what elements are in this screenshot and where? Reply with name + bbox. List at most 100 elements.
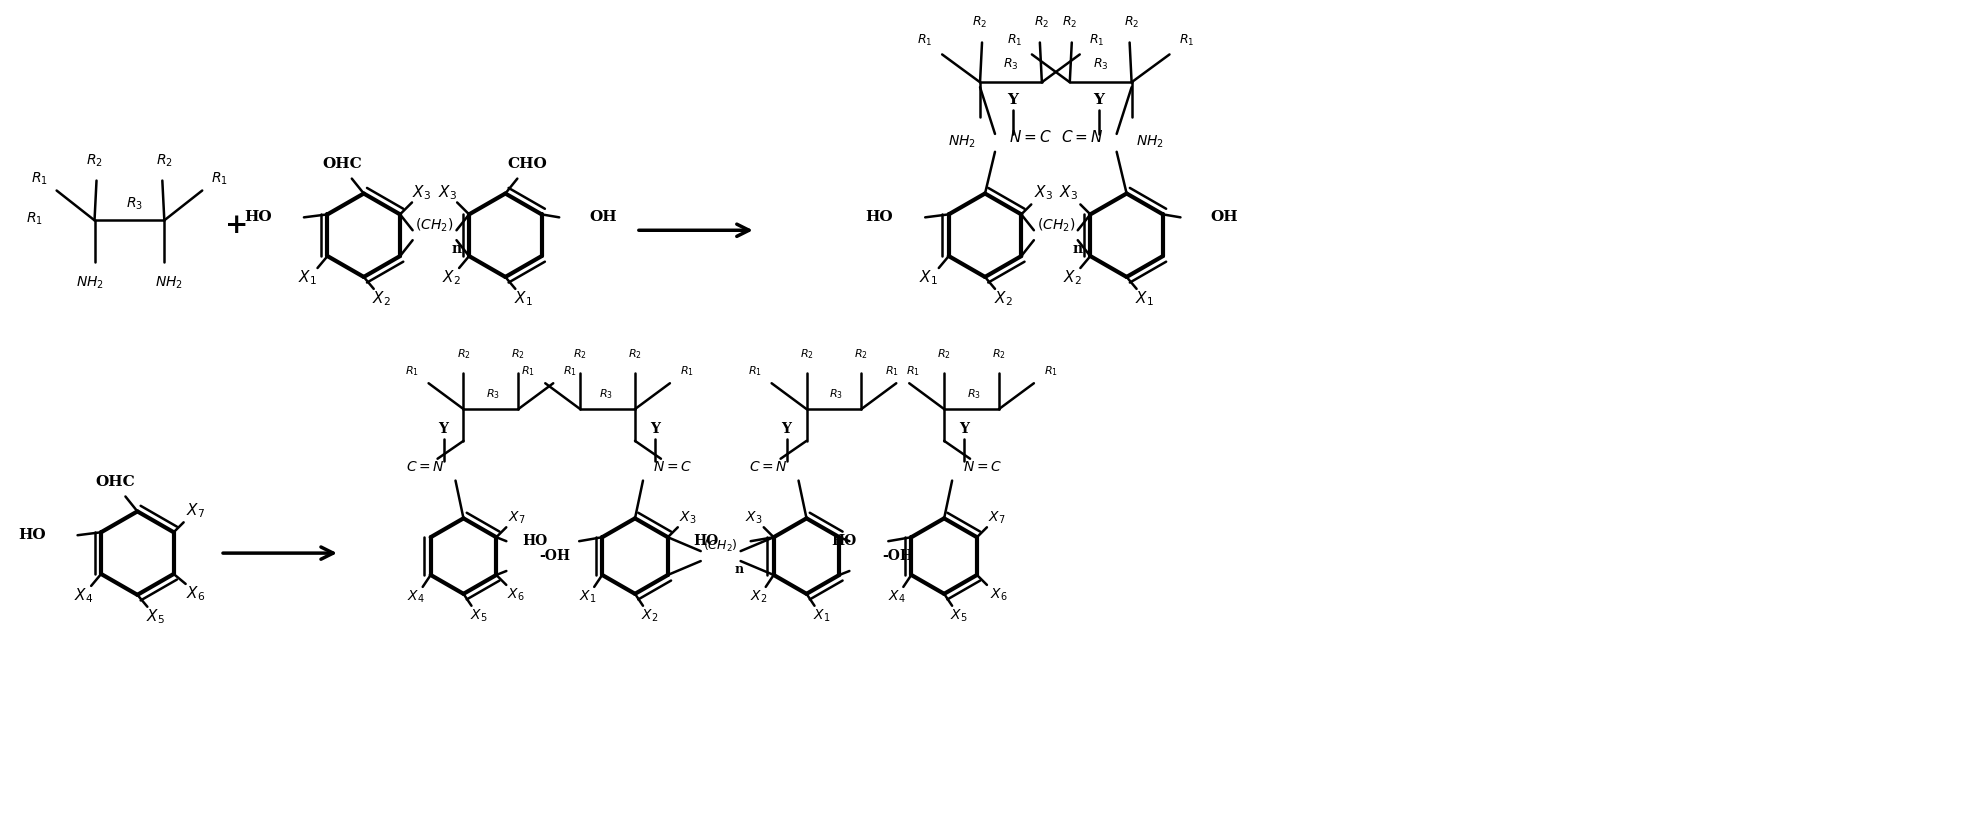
Text: $X_2$: $X_2$	[994, 289, 1012, 308]
Text: $X_6$: $X_6$	[508, 586, 526, 603]
Text: $NH_2$: $NH_2$	[75, 274, 103, 291]
Text: $X_1$: $X_1$	[514, 289, 532, 308]
Text: $X_5$: $X_5$	[470, 607, 486, 624]
Text: $R_1$: $R_1$	[210, 170, 228, 187]
Text: $R_1$: $R_1$	[1044, 364, 1058, 378]
Text: n: n	[734, 562, 742, 576]
Text: $R_2$: $R_2$	[1034, 15, 1050, 30]
Text: $R_1$: $R_1$	[1179, 33, 1195, 48]
Text: $R_1$: $R_1$	[917, 33, 933, 48]
Text: $X_4$: $X_4$	[73, 586, 93, 605]
Text: $X_2$: $X_2$	[750, 589, 768, 605]
Text: OH: OH	[590, 211, 617, 224]
Text: Y: Y	[782, 422, 792, 436]
Text: $X_5$: $X_5$	[147, 607, 165, 626]
Text: $NH_2$: $NH_2$	[949, 133, 977, 150]
Text: $R_2$: $R_2$	[512, 347, 526, 362]
Text: $C{=}N$: $C{=}N$	[1060, 129, 1104, 145]
Text: $R_2$: $R_2$	[1062, 15, 1078, 30]
Text: $R_3$: $R_3$	[125, 195, 143, 211]
Text: $X_7$: $X_7$	[508, 509, 524, 525]
Text: $R_3$: $R_3$	[599, 388, 613, 401]
Text: -OH: -OH	[540, 549, 570, 563]
Text: OHC: OHC	[322, 157, 361, 170]
Text: $R_3$: $R_3$	[830, 388, 844, 401]
Text: $R_3$: $R_3$	[967, 388, 981, 401]
Text: OHC: OHC	[95, 475, 135, 488]
Text: HO: HO	[18, 529, 46, 542]
Text: $X_1$: $X_1$	[578, 589, 596, 605]
Text: $C{=}N$: $C{=}N$	[748, 460, 788, 474]
Text: $X_7$: $X_7$	[989, 509, 1006, 525]
Text: n: n	[1072, 242, 1084, 256]
Text: $X_1$: $X_1$	[1135, 289, 1153, 308]
Text: $X_2$: $X_2$	[373, 289, 391, 308]
Text: +: +	[226, 211, 248, 239]
Text: $R_1$: $R_1$	[522, 364, 536, 378]
Text: $NH_2$: $NH_2$	[1135, 133, 1163, 150]
Text: HO: HO	[865, 211, 893, 224]
Text: $R_2$: $R_2$	[157, 153, 173, 169]
Text: $R_1$: $R_1$	[564, 364, 578, 378]
Text: $X_2$: $X_2$	[1064, 268, 1082, 287]
Text: Y: Y	[1094, 93, 1104, 107]
Text: $NH_2$: $NH_2$	[155, 274, 183, 291]
Text: Y: Y	[959, 422, 969, 436]
Text: $R_2$: $R_2$	[627, 347, 641, 362]
Text: $R_1$: $R_1$	[1090, 33, 1104, 48]
Text: $N{=}C$: $N{=}C$	[963, 460, 1002, 474]
Text: OH: OH	[1211, 211, 1239, 224]
Text: $R_2$: $R_2$	[574, 347, 588, 362]
Text: $X_1$: $X_1$	[919, 268, 939, 287]
Text: $R_2$: $R_2$	[85, 153, 103, 169]
Text: $N{=}C$: $N{=}C$	[1008, 129, 1052, 145]
Text: $X_3$: $X_3$	[413, 183, 431, 202]
Text: $X_3$: $X_3$	[1058, 183, 1078, 202]
Text: $R_1$: $R_1$	[405, 364, 419, 378]
Text: $X_3$: $X_3$	[744, 509, 762, 525]
Text: $R_2$: $R_2$	[1124, 15, 1139, 30]
Text: $R_1$: $R_1$	[1006, 33, 1022, 48]
Text: n: n	[451, 242, 463, 256]
Text: $R_1$: $R_1$	[907, 364, 921, 378]
Text: $X_2$: $X_2$	[641, 607, 659, 624]
Text: $X_4$: $X_4$	[407, 589, 425, 605]
Text: $X_2$: $X_2$	[443, 268, 461, 287]
Text: HO: HO	[832, 534, 856, 548]
Text: $X_4$: $X_4$	[887, 589, 905, 605]
Text: $X_1$: $X_1$	[298, 268, 318, 287]
Text: $N{=}C$: $N{=}C$	[653, 460, 693, 474]
Text: $R_3$: $R_3$	[1094, 57, 1108, 72]
Text: HO: HO	[522, 534, 548, 548]
Text: Y: Y	[439, 422, 449, 436]
Text: Y: Y	[649, 422, 659, 436]
Text: $X_6$: $X_6$	[991, 586, 1008, 603]
Text: $R_1$: $R_1$	[26, 210, 44, 227]
Text: $(CH_2)$: $(CH_2)$	[415, 216, 455, 234]
Text: $X_7$: $X_7$	[187, 501, 204, 519]
Text: $C{=}N$: $C{=}N$	[407, 460, 445, 474]
Text: CHO: CHO	[508, 157, 548, 170]
Text: $X_3$: $X_3$	[679, 509, 697, 525]
Text: $R_3$: $R_3$	[486, 388, 500, 401]
Text: HO: HO	[244, 211, 272, 224]
Text: $R_3$: $R_3$	[1002, 57, 1018, 72]
Text: $R_2$: $R_2$	[973, 15, 989, 30]
Text: $R_1$: $R_1$	[885, 364, 899, 378]
Text: $(CH_2)$: $(CH_2)$	[703, 538, 738, 555]
Text: $R_1$: $R_1$	[681, 364, 695, 378]
Text: -OH: -OH	[881, 549, 913, 563]
Text: $X_6$: $X_6$	[187, 585, 204, 603]
Text: $R_2$: $R_2$	[937, 347, 951, 362]
Text: $R_1$: $R_1$	[32, 170, 48, 187]
Text: Y: Y	[1008, 93, 1018, 107]
Text: $R_2$: $R_2$	[992, 347, 1006, 362]
Text: $(CH_2)$: $(CH_2)$	[1036, 216, 1076, 234]
Text: $R_2$: $R_2$	[854, 347, 867, 362]
Text: $R_2$: $R_2$	[457, 347, 470, 362]
Text: HO: HO	[693, 534, 719, 548]
Text: $X_3$: $X_3$	[437, 183, 457, 202]
Text: $X_1$: $X_1$	[812, 607, 830, 624]
Text: $R_2$: $R_2$	[800, 347, 814, 362]
Text: $R_1$: $R_1$	[748, 364, 762, 378]
